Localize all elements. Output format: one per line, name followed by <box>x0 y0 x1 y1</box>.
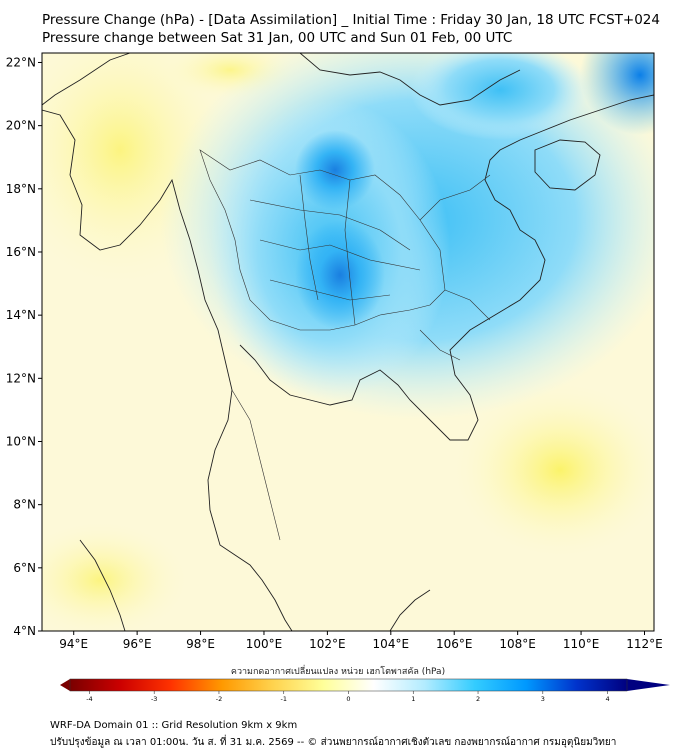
lon-tick-label: 100°E <box>246 637 283 651</box>
lon-tick-label: 94°E <box>59 637 88 651</box>
colorbar: -4 -3 -2 -1 0 1 2 3 4 <box>60 678 670 703</box>
colorbar-low-extend <box>60 679 70 691</box>
coastlines <box>42 53 654 631</box>
lat-tick-label: 10°N <box>6 434 36 448</box>
lat-tick-label: 8°N <box>13 498 36 512</box>
colorbar-tick-label: -4 <box>86 695 92 703</box>
lat-tick-label: 22°N <box>6 55 36 69</box>
colorbar-tick-label: 4 <box>605 695 609 703</box>
colorbar-tick-label: 2 <box>476 695 480 703</box>
colorbar-tick-label: -3 <box>151 695 157 703</box>
colorbar-tick-label: -2 <box>216 695 222 703</box>
footer-line2: ปรับปรุงข้อมูล ณ เวลา 01:00น. วัน ส. ที่… <box>50 737 617 748</box>
colorbar-tick-label: 0 <box>346 695 350 703</box>
lon-tick-label: 102°E <box>309 637 346 651</box>
lat-tick-label: 6°N <box>13 561 36 575</box>
lon-tick-label: 98°E <box>186 637 215 651</box>
lon-tick-label: 108°E <box>499 637 536 651</box>
colorbar-tick-label: 3 <box>541 695 545 703</box>
admin-boundaries <box>199 149 491 541</box>
lon-tick-label: 110°E <box>563 637 600 651</box>
latitude-axis: 22°N 20°N 18°N 16°N 14°N 12°N 10°N 8°N 6°N 4°N <box>6 55 42 638</box>
colorbar-high-extend <box>627 679 670 691</box>
lat-tick-label: 16°N <box>6 245 36 259</box>
map-frame <box>41 52 655 632</box>
lon-tick-label: 104°E <box>373 637 410 651</box>
lat-tick-label: 4°N <box>13 624 36 638</box>
colorbar-tick-label: 1 <box>411 695 415 703</box>
colorbar-ramp <box>69 678 628 692</box>
lat-tick-label: 12°N <box>6 371 36 385</box>
colorbar-label: ความกดอากาศเปลี่ยนแปลง หน่วย เฮกโตพาสคัล… <box>230 667 446 677</box>
lat-tick-label: 20°N <box>6 119 36 133</box>
lon-tick-label: 106°E <box>436 637 473 651</box>
lat-tick-label: 18°N <box>6 182 36 196</box>
footer-line1: WRF-DA Domain 01 :: Grid Resolution 9km … <box>50 720 298 731</box>
lon-tick-label: 96°E <box>123 637 152 651</box>
colorbar-tick-label: -1 <box>280 695 286 703</box>
chart-title-line1: Pressure Change (hPa) - [Data Assimilati… <box>42 12 660 28</box>
chart-title-line2: Pressure change between Sat 31 Jan, 00 U… <box>42 30 513 46</box>
pressure-field <box>42 53 654 631</box>
lon-tick-label: 112°E <box>626 637 663 651</box>
longitude-axis: 94°E 96°E 98°E 100°E 102°E 104°E 106°E 108°E 110… <box>59 631 663 651</box>
lat-tick-label: 14°N <box>6 308 36 322</box>
